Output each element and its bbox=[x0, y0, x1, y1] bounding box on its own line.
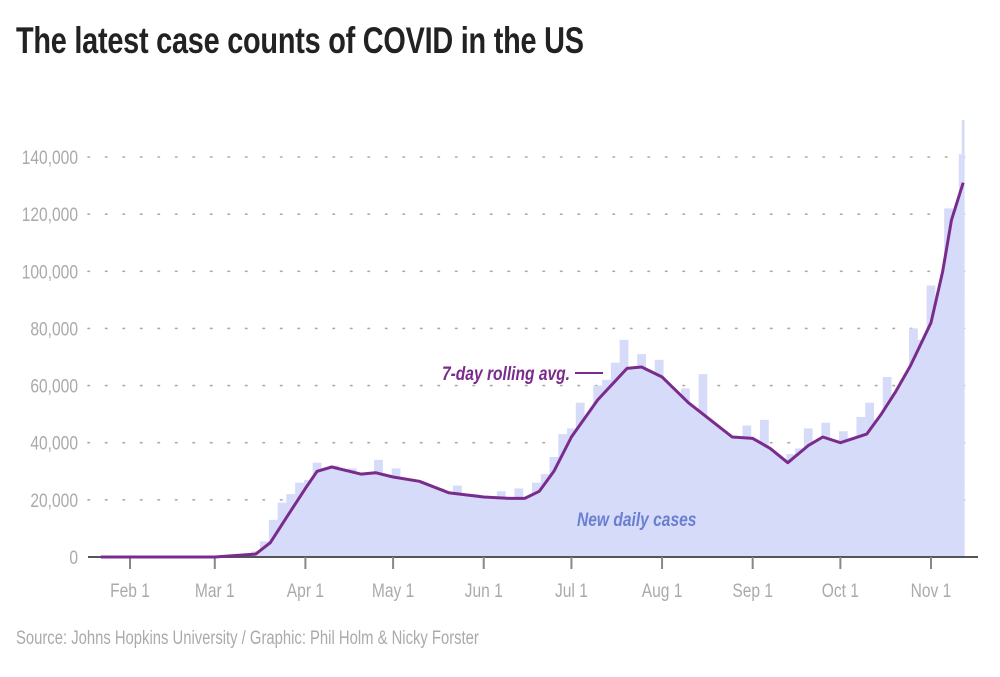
daily-cases-bars bbox=[100, 119, 965, 557]
y-tick-label: 100,000 bbox=[22, 261, 78, 283]
y-tick-label: 60,000 bbox=[30, 375, 78, 397]
x-tick-label: Sep 1 bbox=[732, 580, 773, 602]
daily-cases-area bbox=[100, 182, 964, 557]
x-tick-label: Apr 1 bbox=[287, 580, 324, 602]
x-tick-label: Jun 1 bbox=[465, 580, 503, 602]
y-tick-label: 0 bbox=[69, 547, 78, 569]
x-tick-label: Aug 1 bbox=[642, 580, 683, 602]
rolling-avg-line bbox=[100, 182, 965, 559]
x-tick-label: Jul 1 bbox=[555, 580, 588, 602]
x-tick-label: Feb 1 bbox=[110, 580, 150, 602]
x-tick-label: Nov 1 bbox=[911, 580, 952, 602]
x-tick-label: May 1 bbox=[372, 580, 414, 602]
y-tick-label: 20,000 bbox=[30, 489, 78, 511]
rolling-avg-label: 7-day rolling avg. bbox=[442, 363, 570, 385]
x-tick-label: Mar 1 bbox=[195, 580, 235, 602]
y-tick-label: 40,000 bbox=[30, 432, 78, 454]
y-tick-label: 120,000 bbox=[22, 204, 78, 226]
source-credit: Source: Johns Hopkins University / Graph… bbox=[16, 628, 479, 649]
y-tick-label: 80,000 bbox=[30, 318, 78, 340]
x-tick-label: Oct 1 bbox=[822, 580, 859, 602]
y-axis: 0 20,000 40,000 60,000 80,000 100,000 120,000 1… bbox=[22, 147, 78, 569]
daily-cases-label: New daily cases bbox=[577, 509, 697, 531]
y-tick-label: 140,000 bbox=[22, 147, 78, 169]
chart-title: The latest case counts of COVID in the U… bbox=[16, 20, 584, 61]
x-axis: Feb 1 Mar 1 Apr 1 May 1 Jun 1 Jul 1 Aug 1 Sep 1… bbox=[88, 556, 978, 602]
